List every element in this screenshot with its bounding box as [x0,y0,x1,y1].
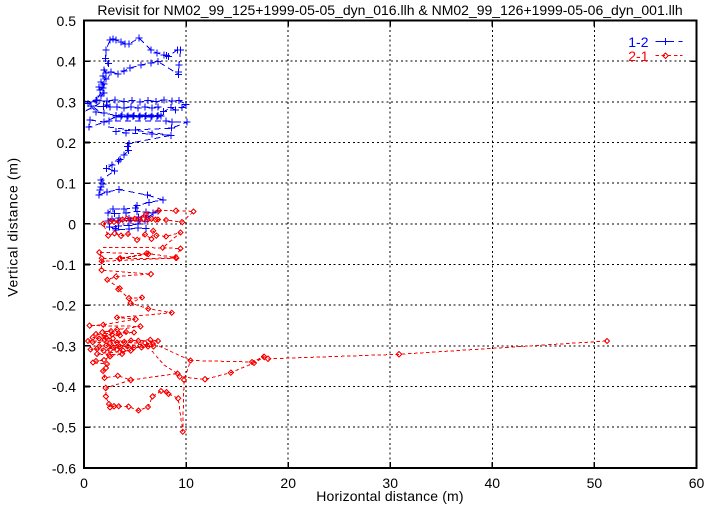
svg-text:0.4: 0.4 [57,54,77,70]
svg-text:20: 20 [280,475,296,491]
svg-text:0.2: 0.2 [57,135,77,151]
svg-text:-0.4: -0.4 [52,379,76,395]
svg-text:0.1: 0.1 [57,176,77,192]
svg-text:10: 10 [178,475,194,491]
svg-text:40: 40 [485,475,501,491]
svg-text:-0.5: -0.5 [52,420,76,436]
svg-text:-0.1: -0.1 [52,257,76,273]
svg-text:Vertical distance (m): Vertical distance (m) [5,157,21,296]
svg-text:1-2: 1-2 [628,34,648,50]
svg-text:-0.6: -0.6 [52,460,76,476]
svg-text:-0.3: -0.3 [52,338,76,354]
svg-text:0: 0 [80,475,88,491]
svg-text:0.3: 0.3 [57,94,77,110]
svg-text:60: 60 [689,475,705,491]
svg-text:Horizontal distance (m): Horizontal distance (m) [316,488,463,504]
svg-text:0: 0 [68,216,76,232]
svg-text:Revisit for NM02_99_125+1999-0: Revisit for NM02_99_125+1999-05-05_dyn_0… [97,2,682,18]
svg-text:2-1: 2-1 [628,48,648,64]
svg-text:0.5: 0.5 [57,13,77,29]
svg-text:30: 30 [382,475,398,491]
svg-text:50: 50 [587,475,603,491]
svg-text:-0.2: -0.2 [52,298,76,314]
